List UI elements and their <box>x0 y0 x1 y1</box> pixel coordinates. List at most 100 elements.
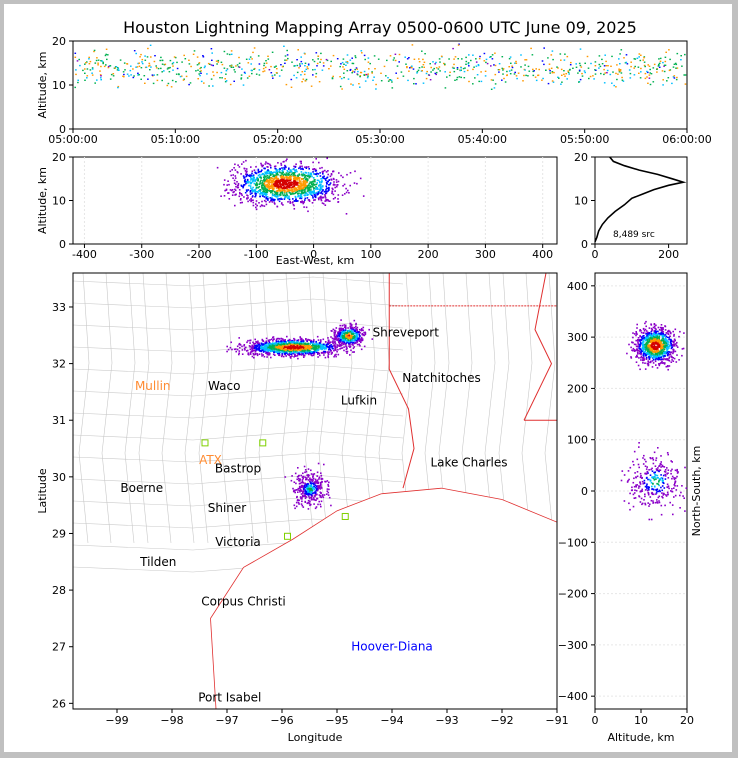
lma-source-point <box>336 185 338 188</box>
lma-source-point <box>335 355 337 358</box>
lma-source-point <box>312 343 315 345</box>
lma-source-point <box>346 332 348 334</box>
lma-source-point <box>296 64 299 67</box>
lma-source-point <box>259 175 262 178</box>
lma-source-point <box>342 337 344 339</box>
lma-source-point <box>520 54 522 56</box>
lma-source-point <box>359 75 361 78</box>
lma-source-point <box>188 59 190 61</box>
lma-source-point <box>231 189 234 191</box>
lma-source-point <box>337 201 339 203</box>
lma-source-point <box>281 193 284 195</box>
lma-source-point <box>348 336 351 338</box>
lma-source-point <box>329 175 332 178</box>
lma-source-point <box>297 200 299 202</box>
lma-source-point <box>261 338 264 341</box>
lma-source-point <box>673 63 676 65</box>
lma-source-point <box>99 70 101 72</box>
lma-source-point <box>154 55 156 57</box>
lma-source-point <box>603 73 605 76</box>
lma-source-point <box>307 349 310 352</box>
lma-source-point <box>270 198 273 200</box>
county-line <box>341 273 353 544</box>
lma-source-point <box>234 71 236 73</box>
lma-source-point <box>267 352 269 354</box>
lma-source-point <box>662 350 665 352</box>
lma-source-point <box>293 200 296 202</box>
lma-source-point <box>302 346 304 348</box>
lma-source-point <box>230 174 232 177</box>
lma-source-point <box>660 324 663 326</box>
lma-source-point <box>236 171 239 173</box>
time-altitude-frame <box>72 40 688 130</box>
lma-source-point <box>263 196 266 198</box>
lma-source-point <box>612 71 614 73</box>
lma-source-point <box>404 56 406 58</box>
lma-source-point <box>132 76 135 79</box>
lma-source-point <box>630 356 632 358</box>
county-line <box>73 276 404 287</box>
lma-source-point <box>325 345 327 348</box>
lma-source-point <box>312 482 315 485</box>
lma-source-point <box>289 179 291 182</box>
city-label: Natchitoches <box>402 371 480 385</box>
eastwest-altitude-points <box>216 157 365 215</box>
lma-source-point <box>599 65 602 68</box>
lma-source-point <box>317 55 320 57</box>
lma-source-point <box>286 351 288 354</box>
lma-source-point <box>656 335 659 338</box>
lma-source-point <box>271 350 274 352</box>
lma-source-point <box>324 341 327 343</box>
lma-source-point <box>338 332 340 334</box>
lma-source-point <box>421 66 423 68</box>
xtick-label: −93 <box>435 714 458 727</box>
lma-source-point <box>265 60 267 62</box>
lma-source-point <box>277 171 279 173</box>
lma-source-point <box>138 65 141 67</box>
lma-source-point <box>426 70 428 73</box>
lma-source-point <box>316 193 318 196</box>
lma-source-point <box>260 353 263 355</box>
lma-source-point <box>301 500 303 503</box>
lma-source-point <box>272 179 274 182</box>
lma-source-point <box>321 202 324 204</box>
lma-source-point <box>350 332 353 334</box>
lma-source-point <box>336 339 338 341</box>
lma-source-point <box>130 74 132 76</box>
county-line <box>582 273 592 543</box>
lma-source-point <box>329 182 332 184</box>
lma-source-point <box>635 331 637 333</box>
lma-source-point <box>318 476 321 479</box>
lma-source-point <box>670 332 672 335</box>
lma-source-point <box>530 47 532 50</box>
lma-source-point <box>257 168 260 171</box>
xtick-label: 20 <box>680 714 694 727</box>
lma-source-point <box>304 166 306 168</box>
lma-source-point <box>312 173 315 175</box>
lma-source-point <box>402 75 405 77</box>
lma-source-point <box>293 180 295 182</box>
lma-source-point <box>666 339 668 341</box>
lma-source-point <box>262 354 264 356</box>
lma-source-point <box>291 342 294 344</box>
city-label: Victoria <box>215 535 261 549</box>
lma-source-point <box>276 172 279 174</box>
lma-source-point <box>311 486 314 489</box>
lma-source-point <box>360 327 363 330</box>
lma-source-point <box>327 190 329 192</box>
lma-source-point <box>300 337 303 340</box>
lma-source-point <box>288 342 291 344</box>
lma-source-point <box>242 161 245 163</box>
lma-source-point <box>267 172 269 175</box>
lma-source-point <box>285 341 288 343</box>
lma-source-point <box>635 361 638 363</box>
lma-source-point <box>332 338 335 340</box>
lma-source-point <box>292 190 295 193</box>
lma-source-point <box>589 75 592 78</box>
ytick-label: 27 <box>52 641 66 654</box>
lma-source-point <box>345 336 347 339</box>
lma-source-point <box>273 200 275 202</box>
lma-source-point <box>673 343 675 346</box>
lma-source-point <box>264 175 266 178</box>
lma-source-point <box>315 158 317 160</box>
